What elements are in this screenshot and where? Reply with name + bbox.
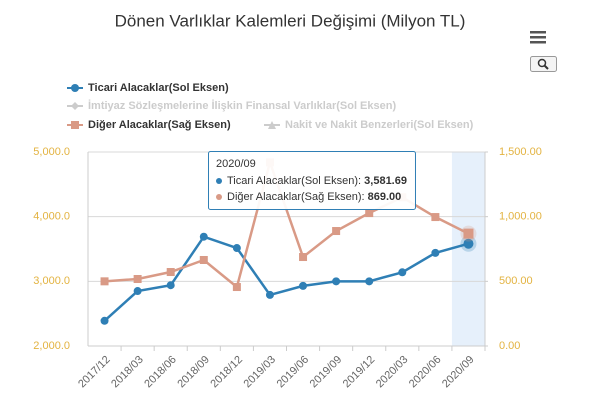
tooltip-series: Ticari Alacaklar(Sol Eksen) — [227, 175, 358, 187]
zoom-icon — [537, 58, 547, 68]
y-tick-label: 5,000.0 — [33, 146, 70, 158]
legend-item[interactable]: Nakit ve Nakit Benzerleri(Sol Eksen) — [264, 119, 474, 131]
marker — [100, 316, 109, 325]
x-tick-label: 2019/09 — [308, 354, 345, 391]
tooltip-box — [208, 151, 416, 210]
marker — [232, 283, 241, 292]
x-tick-label: 2017/12 — [76, 354, 113, 391]
marker — [365, 209, 374, 218]
x-tick-label: 2018/12 — [208, 354, 245, 391]
legend-label: Ticari Alacaklar(Sol Eksen) — [88, 82, 229, 94]
x-tick-label: 2019/12 — [341, 354, 378, 391]
y-tick-label: 2,000.0 — [33, 340, 70, 352]
marker — [100, 277, 109, 286]
x-tick-label: 2020/09 — [440, 354, 477, 391]
tooltip-series: Diğer Alacaklar(Sağ Eksen) — [227, 191, 362, 203]
x-tick-label: 2020/06 — [407, 354, 444, 391]
tooltip-row: Ticari Alacaklar(Sol Eksen): 3,581.69 — [227, 175, 407, 187]
legend-label: Nakit ve Nakit Benzerleri(Sol Eksen) — [285, 119, 474, 131]
legend-item[interactable]: Diğer Alacaklar(Sağ Eksen) — [67, 119, 231, 131]
menu-bar — [530, 36, 546, 39]
x-tick-label: 2018/09 — [175, 354, 212, 391]
marker — [71, 84, 79, 92]
legend-label: Diğer Alacaklar(Sağ Eksen) — [88, 119, 231, 131]
x-tick-label: 2019/06 — [275, 354, 312, 391]
chart-title: Dönen Varlıklar Kalemleri Değişimi (Mily… — [115, 11, 466, 30]
y2-tick-label: 1,000.00 — [499, 211, 542, 223]
legend-label: İmtiyaz Sözleşmelerine İlişkin Finansal … — [88, 99, 396, 112]
y-tick-label: 4,000.0 — [33, 211, 70, 223]
tooltip-sep: : — [362, 191, 368, 203]
tooltip-row: Diğer Alacaklar(Sağ Eksen): 869.00 — [227, 191, 401, 203]
menu-button[interactable] — [530, 31, 546, 44]
marker — [463, 238, 474, 249]
zoom-button[interactable] — [530, 56, 557, 72]
legend-item[interactable]: İmtiyaz Sözleşmelerine İlişkin Finansal … — [67, 99, 396, 112]
x-tick-label: 2018/03 — [109, 354, 146, 391]
marker — [365, 277, 374, 286]
marker — [71, 102, 79, 110]
marker — [166, 281, 175, 290]
zoom-frame — [530, 56, 557, 72]
marker — [299, 253, 308, 262]
marker — [133, 287, 142, 296]
marker — [232, 244, 241, 253]
marker — [199, 255, 208, 264]
zoom-icon — [543, 64, 549, 70]
y2-tick-label: 500.00 — [499, 275, 533, 287]
marker — [463, 228, 474, 239]
menu-bar — [530, 31, 546, 34]
marker — [431, 213, 440, 222]
marker — [133, 275, 142, 284]
marker — [398, 268, 407, 277]
y2-tick-label: 0.00 — [499, 340, 520, 352]
x-tick-label: 2020/03 — [374, 354, 411, 391]
marker — [265, 290, 274, 299]
tooltip-value: 869.00 — [368, 191, 402, 203]
series-line — [103, 235, 469, 322]
marker — [299, 281, 308, 290]
tooltip-title: 2020/09 — [216, 158, 256, 170]
marker — [431, 248, 440, 257]
marker — [71, 121, 79, 129]
y2-tick-label: 1,500.00 — [499, 146, 542, 158]
marker — [332, 277, 341, 286]
marker — [268, 121, 276, 129]
tooltip: 2020/09 Ticari Alacaklar(Sol Eksen): 3,58… — [208, 151, 416, 210]
tooltip-sep: : — [358, 175, 364, 187]
y-tick-label: 3,000.0 — [33, 275, 70, 287]
hover-band — [451, 152, 485, 346]
legend-item[interactable]: Ticari Alacaklar(Sol Eksen) — [67, 82, 229, 94]
x-tick-label: 2019/03 — [242, 354, 279, 391]
marker — [332, 227, 341, 236]
menu-bar — [530, 41, 546, 44]
tooltip-dot — [216, 194, 222, 200]
tooltip-dot — [216, 178, 222, 184]
x-tick-label: 2018/06 — [142, 354, 179, 391]
marker — [199, 232, 208, 241]
tooltip-value: 3,581.69 — [364, 175, 407, 187]
marker — [166, 268, 175, 277]
